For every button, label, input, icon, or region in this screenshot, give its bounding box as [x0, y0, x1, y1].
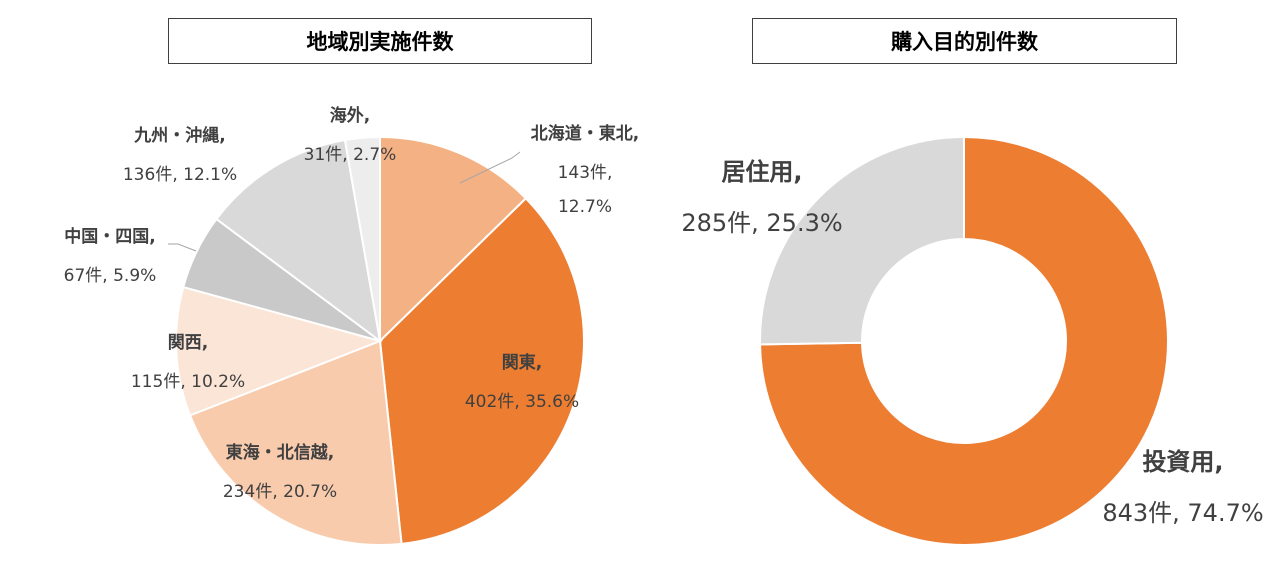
- label-kansai: 関西, 115件, 10.2%: [130, 333, 246, 392]
- slice-2: [188, 339, 403, 546]
- slice-0: [759, 135, 1169, 546]
- slice-6: [343, 135, 381, 342]
- slice-1: [378, 196, 585, 545]
- slice-0: [379, 135, 528, 344]
- label-kanto: 関東, 402件, 35.6%: [464, 353, 580, 412]
- slice-3: [175, 285, 384, 417]
- label-toshi: 投資用, 843件, 74.7%: [1102, 448, 1264, 527]
- slice-5: [215, 138, 382, 344]
- label-tokai: 東海・北信越, 234件, 20.7%: [222, 443, 338, 502]
- leader-line-hokkaido: [459, 151, 521, 184]
- label-kyoju: 居住用, 285件, 25.3%: [681, 158, 843, 237]
- leader-line-chugoku: [168, 243, 197, 252]
- purpose-chart-title: 購入目的別件数: [752, 18, 1177, 64]
- label-kyushu: 九州・沖縄, 136件, 12.1%: [122, 126, 238, 185]
- slice-1: [759, 135, 965, 346]
- purpose-donut: [759, 135, 1169, 546]
- region-pie: [175, 135, 585, 546]
- region-chart-title: 地域別実施件数: [168, 18, 592, 64]
- label-chugoku: 中国・四国, 67件, 5.9%: [63, 227, 157, 286]
- label-kaigai: 海外, 31件, 2.7%: [303, 106, 397, 165]
- label-hokkaido: 北海道・東北, 143件, 12.7%: [530, 124, 640, 217]
